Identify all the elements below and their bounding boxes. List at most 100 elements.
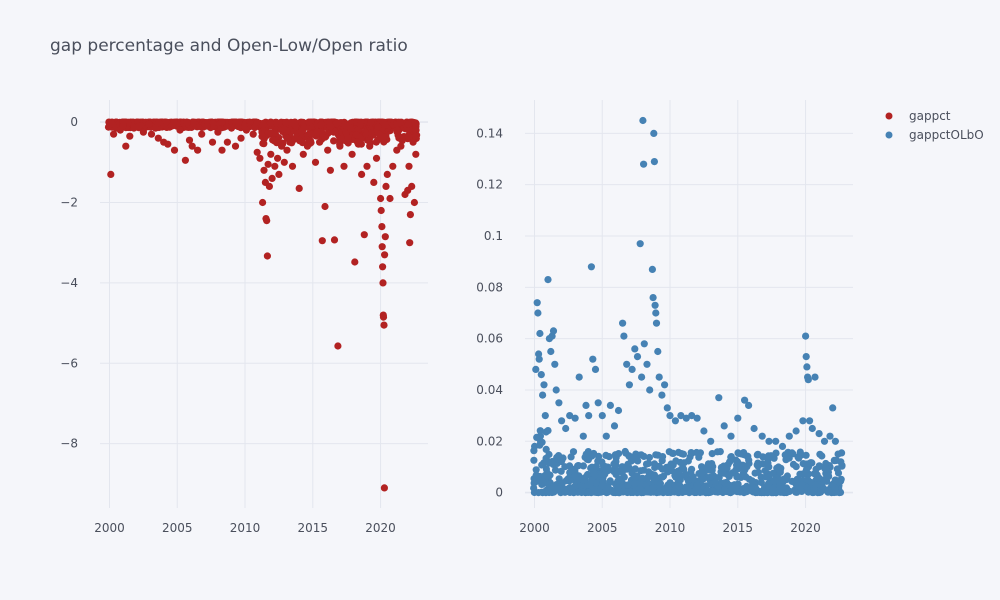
data-point <box>321 202 329 211</box>
band-point <box>678 488 687 496</box>
data-point <box>377 194 385 203</box>
band-point <box>751 469 759 477</box>
band-point <box>672 457 680 465</box>
data-point <box>237 134 245 142</box>
band-point <box>744 452 752 460</box>
data-point <box>299 150 307 158</box>
band-point <box>745 459 753 468</box>
band-point <box>379 118 387 126</box>
band-point <box>768 488 776 496</box>
data-point <box>765 437 773 445</box>
band-point <box>693 485 701 493</box>
band-point <box>798 481 806 489</box>
data-point <box>534 309 542 317</box>
data-point <box>370 178 378 186</box>
data-point <box>256 154 264 162</box>
data-point <box>646 386 654 394</box>
band-point <box>754 462 762 470</box>
data-point <box>589 355 597 363</box>
band-point <box>631 465 639 473</box>
band-point <box>538 438 546 446</box>
legend-item-gappctolbo[interactable]: gappctOLbO <box>885 128 984 142</box>
data-point <box>344 134 352 142</box>
band-point <box>550 483 558 491</box>
band-point <box>807 459 815 467</box>
y-tick-label: 0 <box>70 115 78 129</box>
band-point <box>686 453 694 461</box>
data-point <box>671 417 680 425</box>
band-point <box>291 122 299 130</box>
band-point <box>234 122 242 131</box>
band-point <box>743 488 751 496</box>
data-point <box>547 347 555 356</box>
band-point <box>754 450 762 458</box>
band-point <box>574 462 583 470</box>
data-point <box>253 148 261 156</box>
band-point <box>717 463 726 472</box>
band-point <box>598 481 607 490</box>
band-point <box>344 122 353 130</box>
legend-item-gappct[interactable]: gappct <box>885 109 951 123</box>
band-point <box>584 456 593 464</box>
data-point <box>353 138 362 146</box>
data-point <box>383 170 391 178</box>
legend-label-gappct: gappct <box>909 109 951 123</box>
data-point <box>275 170 283 178</box>
data-point <box>834 450 842 458</box>
data-point <box>602 432 610 440</box>
data-point <box>283 146 291 154</box>
data-point <box>677 412 685 420</box>
data-point <box>649 294 657 302</box>
band-point <box>671 481 679 489</box>
data-point <box>278 142 286 150</box>
data-point <box>633 353 642 361</box>
data-point <box>379 313 388 321</box>
data-point <box>734 414 742 422</box>
data-point <box>260 166 268 174</box>
band-point <box>561 488 569 496</box>
band-point <box>183 118 191 126</box>
data-point <box>594 399 602 407</box>
data-point <box>803 363 811 371</box>
band-point <box>785 487 793 495</box>
y-tick-label: 0.06 <box>476 332 503 346</box>
data-point <box>288 162 297 170</box>
band-point <box>681 470 690 479</box>
band-point <box>549 460 557 468</box>
legend[interactable]: gappct gappctOLbO <box>885 109 984 142</box>
band-point <box>571 472 579 480</box>
data-point <box>264 160 272 168</box>
band-point <box>658 457 666 465</box>
data-point <box>263 217 271 225</box>
data-point <box>170 146 179 154</box>
data-point <box>540 381 548 389</box>
data-point <box>375 130 383 138</box>
data-point <box>619 319 627 327</box>
x-tick-label: 2005 <box>162 521 193 535</box>
data-point <box>268 174 276 182</box>
band-point <box>623 488 631 496</box>
data-point <box>154 134 162 142</box>
band-point <box>762 473 770 481</box>
data-point <box>648 265 657 273</box>
band-point <box>656 480 665 488</box>
band-point <box>614 477 622 485</box>
band-point <box>682 483 690 491</box>
data-point <box>164 140 172 148</box>
data-point <box>381 233 389 241</box>
legend-marker-gappctolbo <box>885 131 893 139</box>
data-point <box>643 360 651 368</box>
band-point <box>557 467 565 475</box>
band-point <box>622 449 630 457</box>
data-point <box>372 154 381 162</box>
data-point <box>544 276 552 284</box>
data-point <box>267 150 275 158</box>
left-x-tick-labels: 2000 2005 2010 2015 2020 <box>94 521 396 535</box>
data-point <box>631 345 639 353</box>
data-point <box>406 211 414 219</box>
data-point <box>562 424 570 433</box>
data-point <box>410 198 418 207</box>
data-point <box>122 142 130 150</box>
data-point <box>145 120 153 128</box>
data-point <box>378 243 386 251</box>
